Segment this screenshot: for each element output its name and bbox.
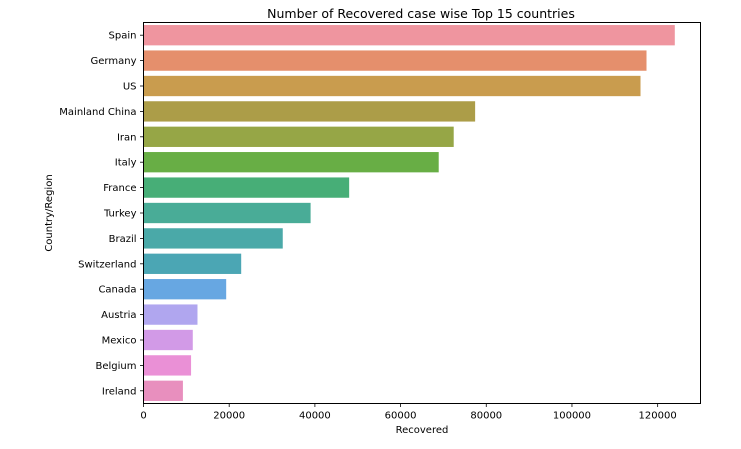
y-tick-label: Germany	[91, 56, 137, 67]
bar-iran	[143, 126, 454, 147]
bar-mexico	[143, 329, 193, 351]
y-axis-ticks: Spain Germany US Mainland China Iran Italy Fra…	[59, 31, 144, 397]
x-tick-label: 100000	[553, 411, 591, 422]
y-tick-label: Iran	[117, 132, 137, 143]
y-tick-label: Switzerland	[78, 259, 136, 270]
bar-belgium	[143, 355, 192, 376]
plot-frame	[143, 22, 701, 404]
bar-us	[143, 75, 641, 97]
bars-group	[143, 25, 675, 401]
y-tick-label: US	[123, 82, 137, 93]
bar-canada	[143, 279, 227, 300]
x-tick-label: 60000	[385, 411, 417, 422]
x-axis-label: Recovered	[396, 425, 449, 436]
bar-austria	[143, 304, 198, 325]
x-tick-label: 20000	[213, 411, 245, 422]
y-tick-label: France	[103, 183, 136, 194]
bar-switzerland	[143, 253, 242, 274]
x-tick-label: 40000	[299, 411, 331, 422]
y-axis-label: Country/Region	[44, 174, 55, 251]
chart-title: Number of Recovered case wise Top 15 cou…	[267, 6, 575, 21]
bar-italy	[143, 152, 439, 173]
y-tick-label: Brazil	[109, 234, 137, 245]
bar-spain	[143, 25, 675, 46]
y-tick-label: Ireland	[102, 386, 137, 397]
x-tick-label: 0	[140, 411, 146, 422]
x-tick-label: 120000	[639, 411, 677, 422]
bar-france	[143, 177, 350, 198]
bar-brazil	[143, 228, 283, 249]
bar-turkey	[143, 202, 311, 224]
y-tick-label: Canada	[98, 285, 136, 296]
bar-germany	[143, 50, 647, 71]
y-tick-label: Italy	[115, 158, 137, 169]
y-tick-label: Mexico	[102, 336, 137, 347]
x-axis-ticks: 0 20000 40000 60000 80000 100000 120000	[140, 403, 677, 422]
y-tick-label: Spain	[109, 31, 137, 42]
bar-ireland	[143, 380, 183, 401]
bar-mainland-china	[143, 101, 476, 122]
y-tick-label: Austria	[101, 310, 136, 321]
y-tick-label: Mainland China	[59, 107, 136, 118]
y-tick-label: Belgium	[96, 361, 137, 372]
y-tick-label: Turkey	[103, 209, 137, 220]
x-tick-label: 80000	[470, 411, 502, 422]
